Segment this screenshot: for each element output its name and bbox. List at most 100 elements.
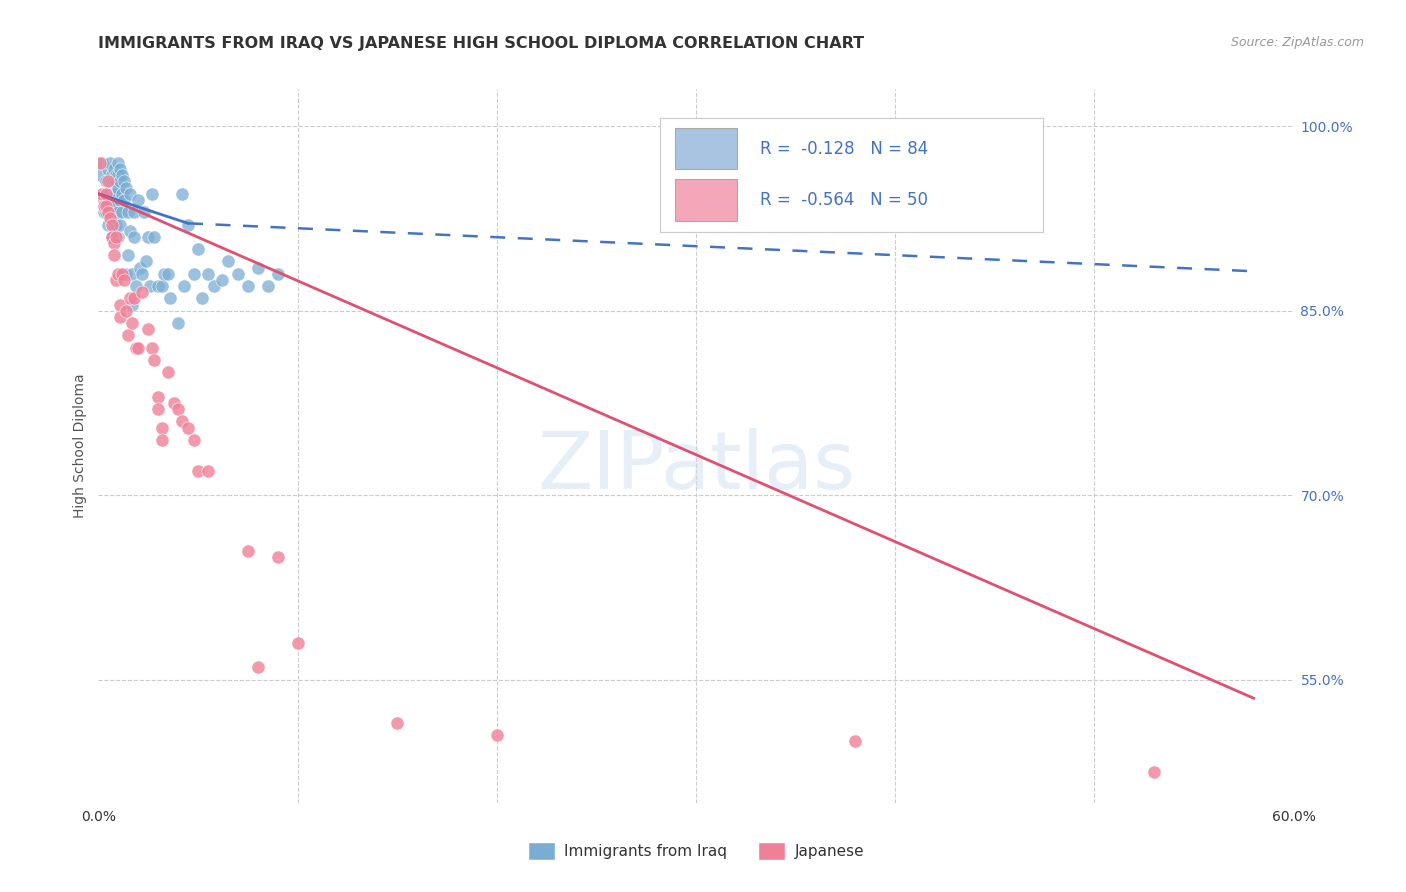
Point [97,218,120,232]
Point [101,174,124,188]
Point [112,193,135,207]
Point [246,260,269,275]
Legend: Immigrants from Iraq, Japanese: Immigrants from Iraq, Japanese [522,836,870,866]
Point [91,186,114,201]
Point [177,218,200,232]
Point [131,267,153,281]
Point [117,328,139,343]
Point [110,218,132,232]
Point [150,279,173,293]
Point [141,341,163,355]
Point [127,341,149,355]
Point [124,291,146,305]
Point [167,402,190,417]
Point [110,310,132,324]
Point [111,267,134,281]
Point [101,218,124,232]
Point [115,267,138,281]
Point [1143,765,1166,780]
Point [120,224,142,238]
Point [143,230,166,244]
Point [163,396,186,410]
Point [150,433,173,447]
Point [183,433,205,447]
Point [107,205,129,219]
Point [98,211,122,226]
Point [93,199,115,213]
Point [112,273,135,287]
Point [121,297,143,311]
Point [197,267,219,281]
Point [139,279,162,293]
Point [159,291,181,305]
Point [173,279,195,293]
Point [120,291,142,305]
Point [91,156,114,170]
Point [107,180,129,194]
Point [107,230,129,244]
Point [236,543,259,558]
Point [202,279,225,293]
Y-axis label: High School Diploma: High School Diploma [73,374,87,518]
Point [103,248,125,262]
Point [110,162,132,177]
Point [110,297,132,311]
Point [103,205,125,219]
Point [117,205,139,219]
Point [385,715,409,730]
Point [105,174,128,188]
Text: ZIPatlas: ZIPatlas [537,428,855,507]
Point [256,279,278,293]
Point [246,660,269,674]
Point [98,156,122,170]
Point [141,186,163,201]
Point [125,279,148,293]
Point [183,267,205,281]
Point [93,205,115,219]
Point [236,279,259,293]
Point [177,420,200,434]
Point [112,174,135,188]
Point [136,230,159,244]
Point [111,205,134,219]
Point [96,199,118,213]
Point [101,230,124,244]
Point [110,174,132,188]
Point [211,273,233,287]
Point [150,420,173,434]
Point [127,193,149,207]
Point [89,169,111,183]
Point [157,365,180,379]
Point [287,636,309,650]
Point [844,734,866,748]
Point [98,174,122,188]
Point [191,291,214,305]
Point [105,199,128,213]
Point [107,169,129,183]
Point [105,218,128,232]
Point [121,316,143,330]
Point [129,260,152,275]
Point [124,205,146,219]
Point [157,267,180,281]
Point [103,162,125,177]
Point [103,235,125,250]
Point [148,390,170,404]
Point [103,174,125,188]
Point [267,267,290,281]
Point [97,162,120,177]
Point [107,267,129,281]
Point [105,186,128,201]
Point [107,156,129,170]
Point [120,186,142,201]
Point [148,402,170,417]
Point [103,186,125,201]
Point [267,549,290,564]
Point [101,186,124,201]
Point [97,186,120,201]
Point [117,248,139,262]
Point [111,169,134,183]
Point [110,193,132,207]
Point [89,156,111,170]
Point [101,218,124,232]
